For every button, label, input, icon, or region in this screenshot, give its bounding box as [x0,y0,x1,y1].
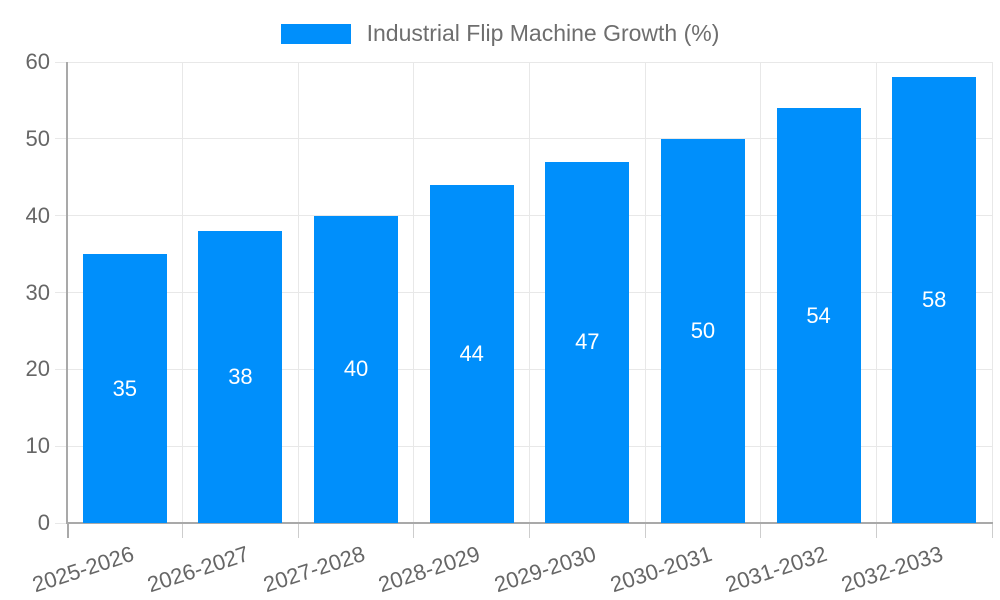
y-axis-tick-label: 0 [37,510,50,535]
bar-2032-2033[interactable]: 58 [892,77,977,523]
x-gridline [529,62,530,523]
y-axis-line [66,62,68,523]
x-axis-tick [644,523,646,538]
x-axis-tick [66,523,69,538]
x-axis-tick [760,523,762,538]
bar-value-label: 54 [806,302,831,328]
x-gridline [991,62,993,523]
y-axis-tick [55,61,67,63]
bar-2025-2026[interactable]: 35 [82,254,167,523]
x-axis-tick-label: 2027-2028 [259,541,368,598]
bar-value-label: 58 [921,287,947,313]
y-axis-tick [55,445,67,447]
x-axis-tick [529,523,530,538]
x-axis-tick-label: 2029-2030 [491,541,600,598]
y-axis-tick-label: 10 [25,433,50,459]
y-axis-tick [55,368,67,370]
bar-2030-2031[interactable]: 50 [660,138,745,523]
legend-swatch [280,23,351,44]
bar-value-label: 40 [343,356,369,382]
x-axis-tick-label: 2028-2029 [375,541,484,598]
y-axis-tick-label: 60 [25,49,50,74]
bar-value-label: 38 [228,364,253,389]
bar-2027-2028[interactable]: 40 [314,215,399,523]
legend-label: Industrial Flip Machine Growth (%) [366,20,720,46]
x-gridline [182,62,184,523]
y-axis-tick [55,522,67,524]
y-axis-tick-label: 40 [25,202,50,228]
x-gridline [875,62,877,523]
x-axis-tick [875,523,877,538]
x-gridline [760,62,762,523]
x-axis-tick-label: 2031-2032 [722,541,831,598]
x-axis-tick [991,523,993,538]
x-axis-tick-label: 2030-2031 [606,541,715,598]
x-gridline [297,62,299,523]
bar-2029-2030[interactable]: 47 [545,161,630,523]
y-axis-tick-label: 20 [25,356,50,382]
x-gridline [413,62,415,523]
x-axis-line [66,522,993,524]
y-axis-tick [55,215,67,217]
y-axis-tick [55,138,67,140]
bar-2031-2032[interactable]: 54 [776,108,861,523]
bar-value-label: 35 [112,375,138,401]
x-axis-tick-label: 2032-2033 [838,541,946,598]
x-axis-tick-label: 2025-2026 [28,541,137,598]
bar-2026-2027[interactable]: 38 [198,231,283,523]
bar-value-label: 50 [690,317,716,343]
x-axis-tick-label: 2026-2027 [144,541,253,598]
chart-legend[interactable]: Industrial Flip Machine Growth (%) [0,20,1000,47]
x-axis-tick [182,523,184,538]
y-axis-tick-label: 30 [25,279,50,305]
bar-value-label: 47 [575,329,600,355]
bar-2028-2029[interactable]: 44 [429,184,514,523]
x-gridline [644,62,646,523]
y-axis-tick-label: 50 [25,125,50,151]
y-axis-tick [55,292,67,293]
x-axis-tick [413,523,415,538]
x-axis-tick [297,523,299,538]
bar-value-label: 44 [459,340,484,366]
